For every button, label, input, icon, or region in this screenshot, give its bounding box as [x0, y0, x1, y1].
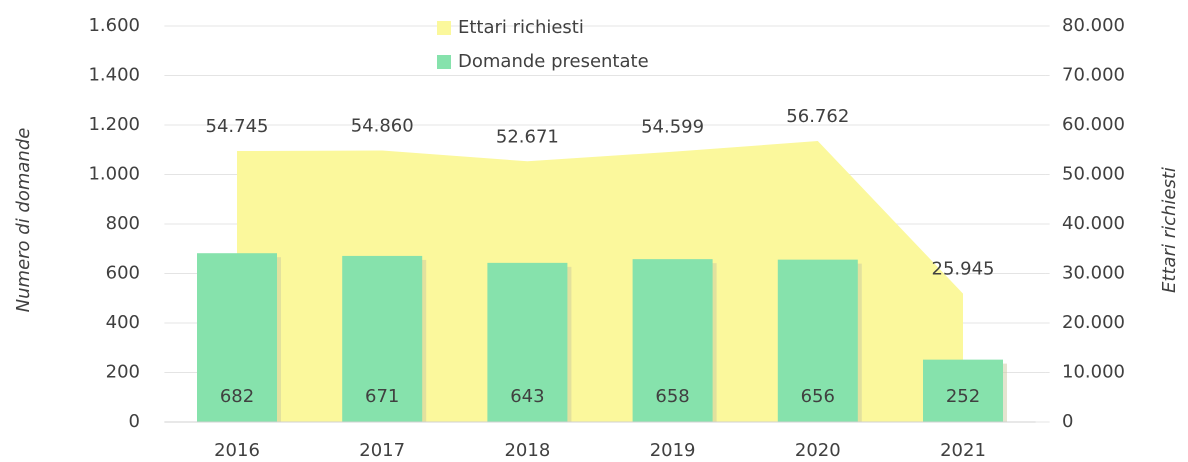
bar-value-label: 682 — [220, 386, 254, 407]
y-tick-label: 0 — [129, 411, 140, 432]
bar-value-label: 671 — [365, 386, 399, 407]
x-tick-label: 2021 — [940, 440, 986, 461]
y2-tick-label: 40.000 — [1062, 213, 1125, 234]
y-tick-label: 1.000 — [88, 164, 140, 185]
area-value-label: 54.860 — [351, 115, 414, 136]
y2-tick-label: 10.000 — [1062, 362, 1125, 383]
y-tick-label: 1.600 — [88, 15, 140, 36]
bar-value-label: 656 — [801, 386, 835, 407]
y-tick-label: 400 — [106, 312, 140, 333]
area-value-label: 54.599 — [641, 117, 704, 138]
bar — [197, 253, 277, 422]
bar — [342, 255, 423, 422]
bar — [923, 359, 1003, 422]
y-tick-label: 1.400 — [88, 65, 140, 86]
bar-value-label: 252 — [946, 386, 980, 407]
y2-tick-label: 30.000 — [1062, 263, 1125, 284]
area-value-label: 25.945 — [932, 259, 995, 280]
legend-label: Domande presentate — [458, 51, 649, 72]
x-tick-label: 2018 — [504, 440, 550, 461]
legend-swatch — [437, 55, 451, 69]
x-tick-label: 2017 — [359, 440, 405, 461]
bar-value-label: 658 — [655, 386, 689, 407]
y2-tick-label: 80.000 — [1062, 15, 1125, 36]
area-value-label: 52.671 — [496, 126, 559, 147]
bar — [777, 259, 858, 422]
y2-tick-label: 50.000 — [1062, 164, 1125, 185]
legend-label: Ettari richiesti — [458, 17, 584, 38]
x-tick-label: 2020 — [795, 440, 841, 461]
y2-tick-label: 0 — [1062, 411, 1073, 432]
area-value-label: 54.745 — [206, 116, 269, 137]
x-tick-label: 2016 — [214, 440, 260, 461]
y-axis-title: Numero di domande — [13, 128, 34, 313]
y2-tick-label: 70.000 — [1062, 65, 1125, 86]
y-tick-label: 1.200 — [88, 114, 140, 135]
y-tick-label: 800 — [106, 213, 140, 234]
y2-axis-title: Ettari richiesti — [1159, 167, 1180, 293]
y-tick-label: 600 — [106, 263, 140, 284]
y2-tick-label: 60.000 — [1062, 114, 1125, 135]
bar-value-label: 643 — [510, 386, 544, 407]
x-tick-label: 2019 — [650, 440, 696, 461]
bar — [632, 259, 713, 422]
area-value-label: 56.762 — [786, 106, 849, 127]
bar — [487, 262, 568, 422]
y-tick-label: 200 — [106, 362, 140, 383]
legend-swatch — [437, 21, 451, 35]
y2-tick-label: 20.000 — [1062, 312, 1125, 333]
